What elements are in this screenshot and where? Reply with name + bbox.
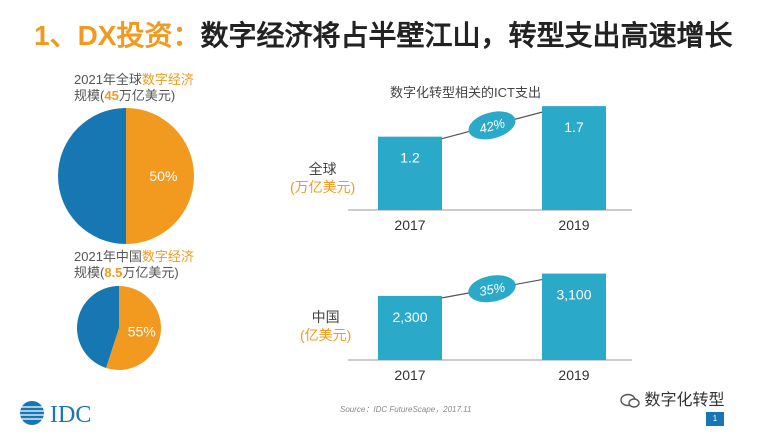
china-ict-tick-2019: 2019 (558, 367, 589, 383)
global-ict-tick-2019: 2019 (558, 217, 589, 233)
global-pie-slice-label-0: 50% (149, 168, 177, 184)
global-caption-prefix: 2021年全球 (74, 72, 142, 87)
global-ict-tick-2017: 2017 (394, 217, 425, 233)
china-pie-caption: 2021年中国数字经济 规模(8.5万亿美元) (74, 249, 194, 281)
china-ict-bar-label-2019: 3,100 (556, 287, 591, 303)
title-main: 数字经济将占半壁江山，转型支出高速增长 (200, 20, 733, 51)
china-label: 中国 (311, 309, 340, 325)
china-ict-bar-2017 (378, 295, 442, 360)
global-caption-highlight: 数字经济 (141, 72, 194, 87)
global-pie-slice-0 (126, 108, 194, 244)
china-caption-highlight: 数字经济 (141, 249, 194, 264)
global-ict-bar-2017 (378, 136, 442, 210)
svg-text:IDC: IDC (50, 402, 91, 428)
china-ict-growth-label: 35% (478, 279, 506, 298)
china-caption-prefix: 2021年中国 (74, 249, 142, 264)
global-ict-bar-2019 (542, 106, 606, 210)
china-ict-growth-badge (468, 275, 516, 303)
title-prefix: 1、DX投资： (34, 20, 201, 51)
global-pie-slice-1 (58, 108, 126, 244)
global-ict-growth-badge (468, 111, 516, 140)
global-pie-caption: 2021年全球数字经济 规模(45万亿美元) (74, 72, 194, 104)
global-caption-scale: 规模( (74, 88, 105, 103)
global-caption-value: 45 (104, 88, 119, 103)
idc-logo: IDC (18, 398, 128, 433)
global-unit: (万亿美元) (290, 179, 356, 195)
china-pie-slice-0 (106, 286, 162, 370)
china-caption-value: 8.5 (104, 265, 123, 280)
china-unit: (亿美元) (300, 327, 352, 343)
global-ict-growth-label: 42% (478, 115, 507, 136)
ict-chart-title: 数字化转型相关的ICT支出 (390, 85, 541, 100)
global-ict-bar-label-2017: 1.2 (400, 150, 420, 166)
page-number: 1 (706, 412, 724, 426)
china-caption-scale: 规模( (74, 265, 105, 280)
china-caption-unit: 万亿美元) (122, 265, 179, 280)
source-note: Source：IDC FutureScape，2017.11 (340, 405, 472, 414)
global-label: 全球 (308, 161, 337, 177)
china-pie-slice-1 (77, 286, 119, 368)
china-ict-bar-label-2017: 2,300 (392, 309, 427, 325)
global-caption-unit: 万亿美元) (118, 88, 176, 103)
china-ict-bar-2019 (542, 273, 606, 360)
china-ict-tick-2017: 2017 (394, 367, 425, 383)
china-pie-slice-label-0: 55% (128, 324, 156, 340)
wechat-icon (620, 393, 640, 409)
global-ict-bar-label-2019: 1.7 (564, 119, 584, 135)
wechat-account-name: 数字化转型 (644, 392, 725, 409)
page-title: 1、DX投资：数字经济将占半壁江山，转型支出高速增长 (34, 14, 733, 54)
global-row-label: 全球 (万亿美元) (290, 160, 355, 196)
china-row-label: 中国 (亿美元) (300, 308, 351, 344)
wechat-watermark: 数字化转型 (620, 386, 724, 410)
